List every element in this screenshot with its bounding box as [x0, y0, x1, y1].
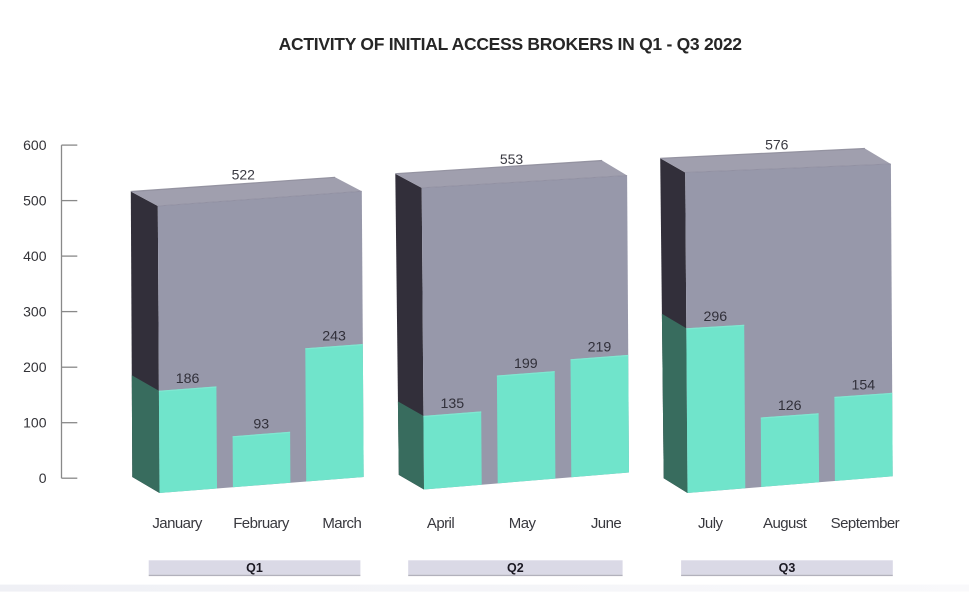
svg-text:Q3: Q3: [779, 561, 796, 575]
svg-text:June: June: [591, 515, 622, 532]
svg-text:0: 0: [39, 470, 47, 486]
svg-text:March: March: [322, 515, 361, 532]
svg-text:February: February: [233, 515, 290, 532]
svg-text:243: 243: [322, 329, 346, 345]
svg-text:296: 296: [703, 309, 727, 325]
svg-text:September: September: [831, 515, 900, 532]
svg-text:126: 126: [778, 398, 802, 414]
svg-text:Q1: Q1: [246, 561, 263, 575]
svg-text:154: 154: [851, 377, 875, 393]
svg-text:93: 93: [253, 417, 269, 433]
svg-text:200: 200: [23, 359, 47, 375]
svg-text:August: August: [763, 515, 808, 532]
svg-text:400: 400: [23, 248, 47, 264]
svg-text:199: 199: [514, 356, 538, 372]
svg-text:553: 553: [500, 151, 524, 167]
svg-text:186: 186: [176, 371, 200, 387]
svg-text:April: April: [427, 515, 454, 532]
svg-text:500: 500: [23, 193, 47, 209]
svg-text:522: 522: [232, 167, 256, 183]
svg-text:600: 600: [23, 137, 47, 153]
svg-text:135: 135: [440, 396, 464, 412]
svg-text:January: January: [152, 515, 203, 532]
svg-text:May: May: [509, 515, 537, 532]
svg-text:Q2: Q2: [507, 561, 524, 575]
svg-text:576: 576: [765, 137, 789, 153]
svg-text:219: 219: [588, 340, 612, 356]
svg-text:300: 300: [23, 304, 47, 320]
svg-text:July: July: [698, 515, 724, 532]
svg-text:100: 100: [23, 415, 47, 431]
